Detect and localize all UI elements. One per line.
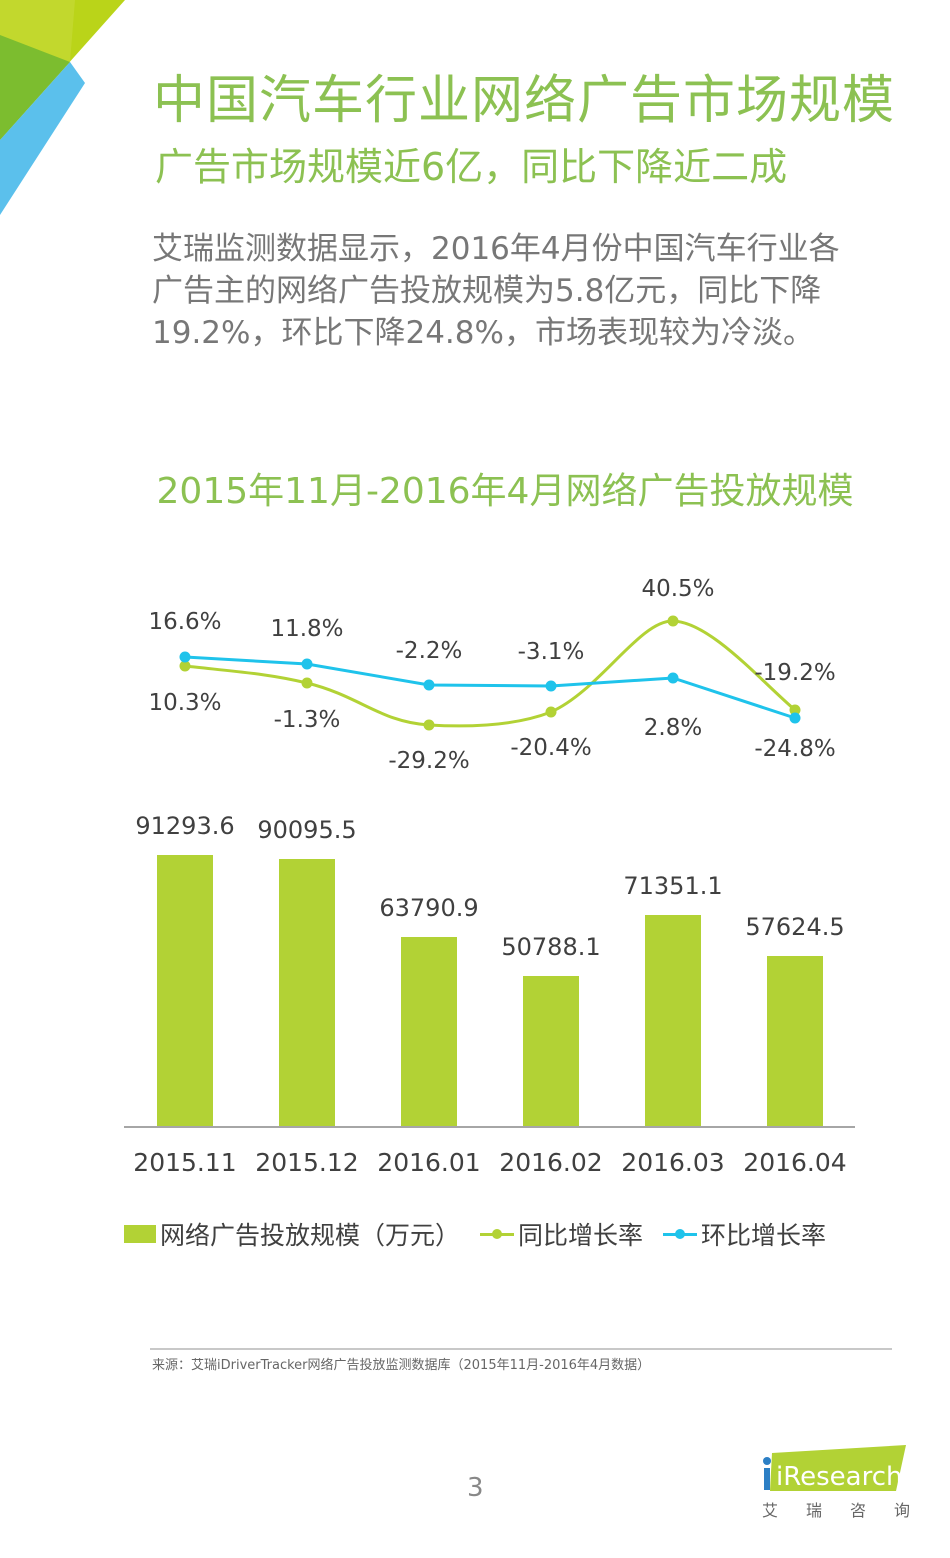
logo-char: 瑞: [805, 1501, 822, 1520]
mom-line: [184, 655, 796, 720]
logo-char: 咨: [849, 1501, 866, 1520]
logo-chinese-name: 艾 瑞 咨 询: [762, 1497, 910, 1521]
bar-2015-11: [157, 855, 213, 1127]
x-tick-label: 2015.12: [255, 1148, 359, 1177]
iresearch-logo-icon: iResearch: [763, 1445, 906, 1492]
bar-legend-swatch-icon: [124, 1225, 156, 1243]
legend-bar-label: 网络广告投放规模（万元）: [160, 1221, 461, 1250]
bar-value-label: 90095.5: [257, 816, 357, 844]
yoy-label: -3.1%: [517, 639, 585, 665]
x-tick-label: 2016.03: [621, 1148, 725, 1177]
mom-label: 10.3%: [148, 690, 222, 716]
legend-yoy-label: 同比增长率: [518, 1221, 644, 1250]
yoy-legend-line-icon: [480, 1229, 515, 1239]
summary-text: 艾瑞监测数据显示，2016年4月份中国汽车行业各广告主的网络广告投放规模为5.8…: [152, 231, 840, 351]
bar-value-label: 57624.5: [745, 913, 845, 941]
page-subtitle: 广告市场规模近6亿，同比下降近二成: [155, 145, 788, 189]
bar-2016-04: [767, 956, 823, 1127]
page-title: 中国汽车行业网络广告市场规模: [153, 71, 896, 131]
x-tick-label: 2016.04: [743, 1148, 847, 1177]
mom-label: -24.8%: [754, 736, 836, 762]
bar-2015-12: [279, 859, 335, 1127]
page-number: 3: [467, 1473, 484, 1503]
source-divider: [150, 1348, 892, 1350]
legend-mom-label: 环比增长率: [701, 1221, 827, 1250]
bar-value-label: 50788.1: [501, 933, 601, 961]
source-note: 来源：艾瑞iDriverTracker网络广告投放监测数据库（2015年11月-…: [152, 1358, 651, 1373]
yoy-line: [184, 619, 796, 728]
logo-char: 艾: [762, 1501, 779, 1520]
yoy-markers: [179, 615, 801, 731]
bar-2016-03: [645, 915, 701, 1127]
bar-value-label: 63790.9: [379, 894, 479, 922]
mom-label: 2.8%: [643, 715, 703, 741]
corner-decoration-icon: [0, 0, 125, 215]
bar-value-label: 71351.1: [623, 872, 723, 900]
yoy-label: 16.6%: [148, 609, 222, 635]
x-tick-label: 2015.11: [133, 1148, 237, 1177]
yoy-label: -2.2%: [395, 638, 463, 664]
chart-title: 2015年11月-2016年4月网络广告投放规模: [156, 471, 854, 512]
x-tick-label: 2016.02: [499, 1148, 603, 1177]
growth-line-chart: [179, 615, 801, 731]
yoy-label: 11.8%: [270, 616, 344, 642]
bar-2016-02: [523, 976, 579, 1127]
mom-markers: [179, 651, 801, 724]
bar-value-label: 91293.6: [135, 812, 235, 840]
mom-label: -20.4%: [510, 735, 592, 761]
mom-legend-line-icon: [663, 1229, 698, 1239]
chart-legend: 网络广告投放规模（万元） 同比增长率 环比增长率: [124, 1216, 826, 1252]
yoy-label: 40.5%: [641, 576, 715, 602]
svg-text:iResearch: iResearch: [776, 1462, 902, 1492]
mom-label: -1.3%: [273, 707, 341, 733]
x-axis-line: [124, 1126, 855, 1128]
bar-2016-01: [401, 937, 457, 1127]
x-tick-label: 2016.01: [377, 1148, 481, 1177]
logo-char: 询: [893, 1501, 910, 1520]
mom-label: -29.2%: [388, 748, 470, 774]
yoy-label: -19.2%: [754, 660, 836, 686]
